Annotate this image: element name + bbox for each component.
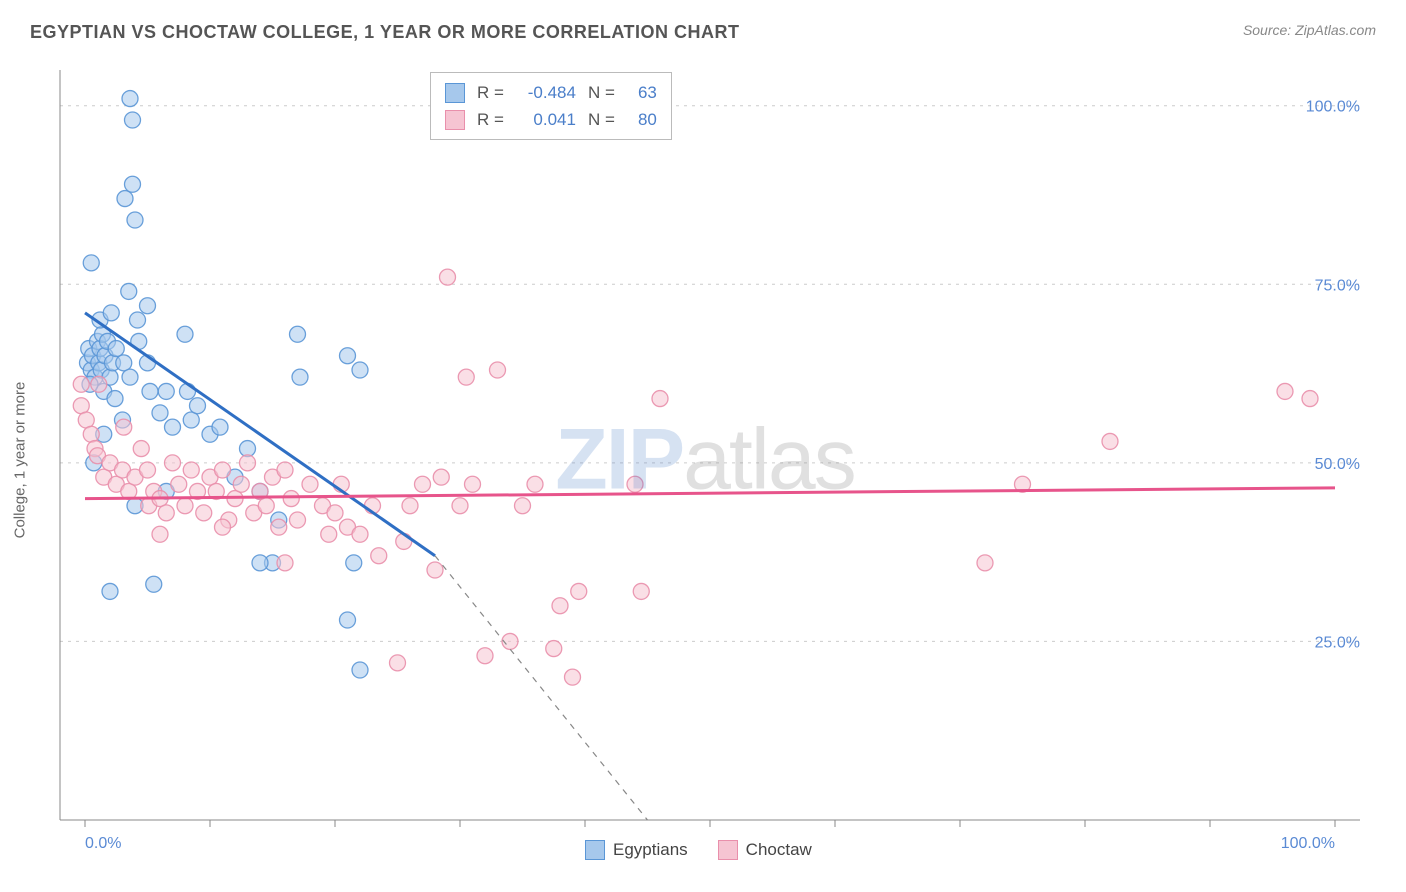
legend-swatch [585, 840, 605, 860]
legend-item: Egyptians [585, 840, 688, 860]
n-label: N = [588, 79, 615, 106]
n-value: 63 [627, 79, 657, 106]
source-attribution: Source: ZipAtlas.com [1243, 22, 1376, 38]
correlation-row: R = -0.484 N = 63 [445, 79, 657, 106]
legend-label: Egyptians [613, 840, 688, 860]
legend-swatch [445, 110, 465, 130]
r-value: 0.041 [516, 106, 576, 133]
svg-text:100.0%: 100.0% [1281, 835, 1335, 852]
source-link[interactable]: ZipAtlas.com [1295, 22, 1376, 38]
svg-text:0.0%: 0.0% [85, 835, 121, 852]
svg-text:75.0%: 75.0% [1315, 277, 1360, 294]
chart-container: College, 1 year or more 0.0%100.0%25.0%5… [30, 60, 1380, 860]
r-label: R = [477, 106, 504, 133]
svg-text:50.0%: 50.0% [1315, 456, 1360, 473]
chart-title: EGYPTIAN VS CHOCTAW COLLEGE, 1 YEAR OR M… [30, 22, 740, 43]
svg-text:100.0%: 100.0% [1306, 99, 1360, 116]
scatter-plot: 0.0% 100.0% 25.0% 50.0% 75.0% 100.0% [30, 60, 1380, 860]
r-label: R = [477, 79, 504, 106]
y-axis-label: College, 1 year or more [12, 382, 29, 539]
n-label: N = [588, 106, 615, 133]
legend-swatch [718, 840, 738, 860]
legend-item: Choctaw [718, 840, 812, 860]
source-label: Source: [1243, 22, 1291, 38]
svg-text:25.0%: 25.0% [1315, 634, 1360, 651]
series-legend: Egyptians Choctaw [585, 840, 812, 860]
legend-swatch [445, 83, 465, 103]
correlation-legend: R = -0.484 N = 63 R = 0.041 N = 80 [430, 72, 672, 140]
correlation-row: R = 0.041 N = 80 [445, 106, 657, 133]
r-value: -0.484 [516, 79, 576, 106]
n-value: 80 [627, 106, 657, 133]
legend-label: Choctaw [746, 840, 812, 860]
